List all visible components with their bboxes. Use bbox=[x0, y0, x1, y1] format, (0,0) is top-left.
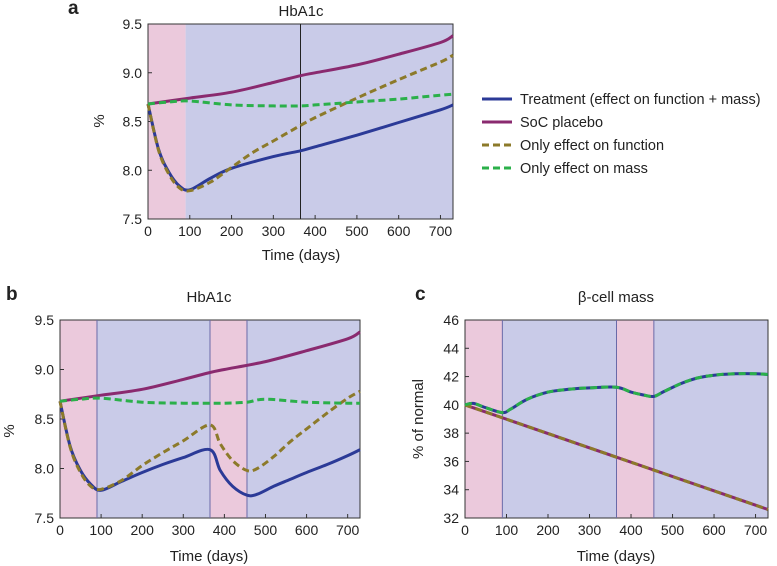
panel-b-series-mass-only bbox=[59, 396, 361, 405]
panel-c-shading bbox=[465, 320, 768, 518]
panel-c-xtick-label-3: 300 bbox=[578, 522, 602, 538]
panel-b-series-function-only bbox=[58, 389, 361, 492]
panel-a-ytick-label-3: 9.0 bbox=[123, 65, 143, 81]
legend-label-treatment: Treatment (effect on function + mass) bbox=[520, 92, 761, 108]
panel-a-ytick-label-1: 8.0 bbox=[123, 162, 143, 178]
panel-c-series-mass-only bbox=[464, 372, 769, 415]
legend-label-placebo: SoC placebo bbox=[520, 115, 603, 131]
panel-a-shade-1 bbox=[185, 24, 454, 219]
panel-c-shade-1 bbox=[502, 320, 617, 518]
panel-c-shade-3 bbox=[653, 320, 768, 518]
panel-b-xtick-label-7: 700 bbox=[336, 522, 360, 538]
panel-c-ytick-label-7: 46 bbox=[443, 312, 459, 328]
panel-b-xtick-label-3: 300 bbox=[172, 522, 196, 538]
legend: Treatment (effect on function + mass) So… bbox=[482, 92, 761, 177]
panel-a-xtick-label-3: 300 bbox=[262, 223, 286, 239]
panel-c-ytick-label-2: 36 bbox=[443, 453, 459, 469]
panel-c-xtick-label-6: 600 bbox=[702, 522, 726, 538]
panel-c-label: c bbox=[415, 284, 426, 305]
panel-b-title: HbA1c bbox=[186, 289, 232, 306]
panel-b-ytick-label-3: 9.0 bbox=[35, 362, 55, 378]
legend-label-mass-only: Only effect on mass bbox=[520, 161, 648, 177]
panel-c-ytick-label-1: 34 bbox=[443, 482, 459, 498]
panel-c-shade-2 bbox=[616, 320, 654, 518]
legend-item-function-only: Only effect on function bbox=[482, 138, 664, 154]
panel-b-ytick-label-0: 7.5 bbox=[35, 510, 55, 526]
panel-a-ytick-label-4: 9.5 bbox=[123, 16, 143, 32]
panel-b-xtick-label-4: 400 bbox=[213, 522, 237, 538]
panel-a-series-placebo bbox=[147, 34, 454, 106]
panel-c-ytick-label-5: 42 bbox=[443, 369, 459, 385]
panel-b-shade-2 bbox=[210, 320, 247, 518]
panel-b-ytick-label-2: 8.5 bbox=[35, 411, 55, 427]
panel-a-xtick-label-6: 600 bbox=[387, 223, 411, 239]
panel-b-xtick-label-0: 0 bbox=[56, 522, 64, 538]
panel-a-ylabel: % bbox=[91, 114, 108, 127]
legend-item-placebo: SoC placebo bbox=[482, 115, 603, 131]
panel-a-series-treatment bbox=[146, 103, 454, 192]
panel-a-shading bbox=[148, 24, 454, 219]
panel-b-xtick-label-1: 100 bbox=[89, 522, 113, 538]
panel-c-xtick-label-5: 500 bbox=[661, 522, 685, 538]
panel-c-xtick-label-4: 400 bbox=[619, 522, 643, 538]
panel-a-ytick-label-2: 8.5 bbox=[123, 114, 143, 130]
panel-b-shade-1 bbox=[96, 320, 210, 518]
panel-c-xlabel: Time (days) bbox=[577, 548, 656, 565]
panel-a-series-mass-only bbox=[147, 92, 454, 108]
panel-b-ticks: 0 100 200 300 400 500 600 700 7.5 8.0 8.5 9.0 9.5 bbox=[35, 312, 360, 538]
panel-b-label: b bbox=[6, 284, 18, 305]
panel-a-xtick-label-7: 700 bbox=[429, 223, 453, 239]
panel-b-xtick-label-6: 600 bbox=[295, 522, 319, 538]
panel-c-ytick-label-6: 44 bbox=[443, 340, 459, 356]
panel-a-xtick-label-1: 100 bbox=[178, 223, 202, 239]
panel-a-ytick-label-0: 7.5 bbox=[123, 211, 143, 227]
panel-b-ytick-label-1: 8.0 bbox=[35, 461, 55, 477]
panel-c-lines bbox=[464, 372, 769, 511]
panel-b-xtick-label-2: 200 bbox=[131, 522, 155, 538]
panel-b-ylabel: % bbox=[1, 424, 18, 437]
panel-c-ylabel: % of normal bbox=[410, 379, 427, 459]
panel-c-xtick-label-0: 0 bbox=[461, 522, 469, 538]
panel-c-title: β-cell mass bbox=[578, 289, 654, 306]
panel-c-series-function-only bbox=[464, 403, 769, 511]
panel-a-series-function-only bbox=[146, 53, 454, 193]
legend-item-treatment: Treatment (effect on function + mass) bbox=[482, 92, 761, 108]
panel-c-ytick-label-3: 38 bbox=[443, 425, 459, 441]
panel-a-xtick-label-4: 400 bbox=[303, 223, 327, 239]
panel-c-xtick-label-7: 700 bbox=[744, 522, 768, 538]
panel-a-xlabel: Time (days) bbox=[262, 247, 341, 264]
panel-c-ytick-label-0: 32 bbox=[443, 510, 459, 526]
panel-a-label: a bbox=[68, 0, 79, 19]
panel-b-ytick-label-4: 9.5 bbox=[35, 312, 55, 328]
panel-c-ticks: 0 100 200 300 400 500 600 700 32 34 36 38 40 42 44 46 bbox=[443, 312, 767, 538]
panel-a-lines bbox=[146, 34, 454, 193]
panel-b-xlabel: Time (days) bbox=[170, 548, 249, 565]
panel-c: c β-cell mass Time (days) % of normal 0 1… bbox=[410, 284, 769, 565]
panel-a-title: HbA1c bbox=[278, 3, 324, 20]
panel-b-series-placebo bbox=[59, 330, 361, 403]
panel-c-frame bbox=[464, 319, 769, 519]
panel-b: b HbA1c Time (days) % 0 100 200 300 400 500 60… bbox=[1, 284, 361, 565]
panel-a-ticks: 0 100 200 300 400 500 600 700 7.5 8.0 8.5 9.0 9.5 bbox=[123, 16, 453, 239]
panel-c-xtick-label-2: 200 bbox=[536, 522, 560, 538]
panel-b-shade-3 bbox=[246, 320, 360, 518]
panel-c-ytick-label-4: 40 bbox=[443, 397, 459, 413]
panel-a: a HbA1c Time (days) % 0 100 200 300 400 500 60… bbox=[68, 0, 454, 264]
panel-a-xtick-label-5: 500 bbox=[345, 223, 369, 239]
panel-a-xtick-label-2: 200 bbox=[220, 223, 244, 239]
panel-c-shade-0 bbox=[465, 320, 503, 518]
panel-a-xtick-label-0: 0 bbox=[144, 223, 152, 239]
panel-b-lines bbox=[58, 330, 361, 498]
panel-b-shading bbox=[60, 320, 360, 518]
panel-c-xtick-label-1: 100 bbox=[495, 522, 519, 538]
legend-item-mass-only: Only effect on mass bbox=[482, 161, 648, 177]
panel-b-xtick-label-5: 500 bbox=[254, 522, 278, 538]
legend-label-function-only: Only effect on function bbox=[520, 138, 664, 154]
